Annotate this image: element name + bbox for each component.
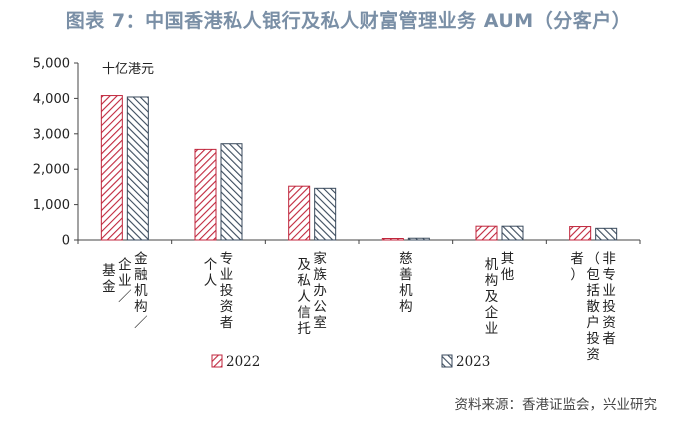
category-label-char: 资 — [586, 347, 600, 363]
category-label-char: 善 — [399, 267, 413, 283]
legend-swatch — [211, 354, 223, 368]
legend-item-2022: 2022 — [211, 354, 260, 370]
category-label-char: 业 — [602, 283, 616, 299]
category-label-char: 家 — [313, 250, 327, 267]
bar-2022-5 — [569, 226, 592, 241]
legend-item-2023: 2023 — [441, 354, 490, 370]
bar-2023-3 — [407, 237, 430, 241]
category-label-char: 人 — [297, 289, 311, 305]
y-tick-label: 3,000 — [33, 127, 70, 142]
category-label-char: 非 — [602, 251, 616, 267]
category-label-char: 室 — [313, 314, 327, 331]
bar-2023-2 — [314, 187, 337, 241]
category-label-char: 构 — [134, 299, 148, 315]
category-label-char: 私 — [297, 273, 311, 289]
legend-label: 2023 — [456, 354, 490, 370]
bar-2023-4 — [501, 225, 524, 241]
category-label-char: 投 — [220, 283, 234, 299]
category-label-char: 慈 — [399, 251, 413, 267]
category-label-char: 投 — [586, 331, 600, 347]
bar-2022-2 — [288, 185, 311, 241]
category-label-char: 户 — [586, 314, 600, 331]
category-label-char: 融 — [134, 267, 148, 283]
category-label-char: （ — [586, 251, 600, 267]
category-label-char: 机 — [485, 257, 499, 273]
category-label-char: 构 — [485, 273, 499, 289]
legend-label: 2022 — [226, 354, 260, 370]
category-label-char: 公 — [313, 299, 327, 315]
bar-2023-0 — [126, 96, 149, 241]
category-label-char: 个 — [204, 257, 218, 273]
category-labels-group: 金融机构／企业／基金专业投资者个人家族办公室及私人信托慈善机构其他机构及企业非专… — [102, 250, 616, 363]
category-label-char: 机 — [134, 283, 148, 299]
category-label-char: 业 — [220, 267, 234, 283]
category-label-char: 及 — [297, 257, 311, 273]
category-label-char: 办 — [313, 283, 327, 299]
y-tick-label: 1,000 — [33, 198, 70, 213]
category-label-char: 托 — [297, 321, 311, 337]
category-label-char: 人 — [204, 273, 218, 289]
category-label-char: 族 — [313, 267, 327, 283]
category-label-char: 投 — [602, 299, 616, 315]
category-label-char: 业 — [485, 321, 499, 337]
category-label-char: 金 — [134, 251, 148, 267]
category-label-char: 企 — [118, 256, 132, 273]
category-label-char: 基 — [102, 262, 116, 279]
category-label-char: 包 — [586, 267, 600, 283]
source-note: 资料来源：香港证监会，兴业研究 — [454, 397, 658, 413]
bar-2022-4 — [475, 225, 498, 241]
y-tick-label: 0 — [62, 234, 70, 249]
category-label-char: 他 — [501, 267, 515, 283]
category-label-char: 信 — [297, 305, 311, 321]
y-tick-label: 2,000 — [33, 163, 70, 178]
category-label-char: 企 — [485, 304, 499, 321]
category-label-char: 括 — [586, 283, 600, 299]
bar-2022-1 — [194, 148, 217, 241]
category-label-char: 构 — [399, 299, 413, 315]
unit-label: 十亿港元 — [102, 62, 154, 77]
category-label-char: 专 — [220, 251, 234, 267]
bar-2022-3 — [381, 238, 404, 241]
category-label-char: 者 — [602, 331, 616, 347]
category-label-char: 者 — [220, 315, 234, 331]
category-label-char: 金 — [102, 279, 116, 295]
category-label-char: 散 — [586, 299, 600, 315]
axes-group: 0 1,000 2,000 3,000 4,000 5,000 — [33, 57, 641, 249]
category-label-char: 业 — [118, 273, 132, 289]
legend-group: 2022 2023 — [211, 354, 490, 370]
bar-2023-1 — [220, 143, 243, 241]
category-label-char: 者 — [570, 251, 584, 267]
category-label-char: 资 — [602, 315, 616, 331]
category-label-char: ／ — [134, 315, 148, 331]
category-label-char: ／ — [118, 289, 132, 305]
category-label-char: 其 — [501, 251, 515, 267]
category-label-char: 资 — [220, 299, 234, 315]
category-label-char: 专 — [602, 267, 616, 283]
bar-2022-0 — [100, 95, 123, 241]
category-label-char: 及 — [485, 289, 499, 305]
bars-group — [100, 95, 618, 241]
category-label-char: ） — [570, 267, 584, 283]
legend-swatch — [441, 354, 453, 368]
category-label-char: 机 — [399, 283, 413, 299]
y-tick-label: 4,000 — [33, 92, 70, 107]
chart-title: 图表 7：中国香港私人银行及私人财富管理业务 AUM（分客户） — [65, 10, 632, 32]
y-tick-label: 5,000 — [33, 57, 70, 72]
bar-2023-5 — [595, 227, 618, 241]
